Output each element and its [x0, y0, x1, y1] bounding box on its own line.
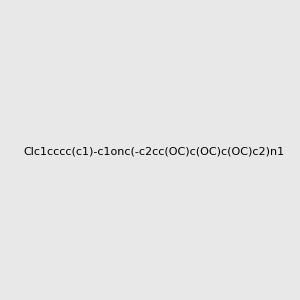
Text: Clc1cccc(c1)-c1onc(-c2cc(OC)c(OC)c(OC)c2)n1: Clc1cccc(c1)-c1onc(-c2cc(OC)c(OC)c(OC)c2…	[23, 146, 284, 157]
